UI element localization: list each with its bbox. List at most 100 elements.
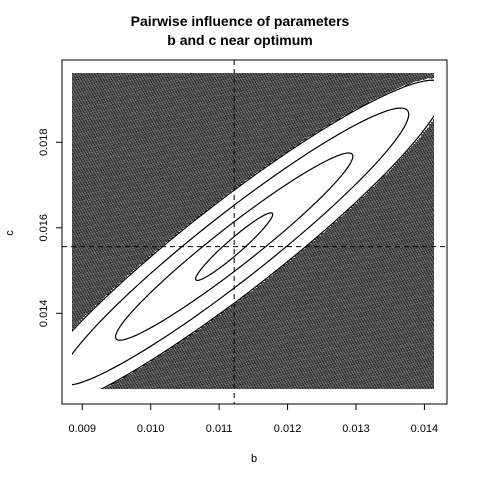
contour-line-36: [72, 73, 154, 111]
contour-line-246: [242, 208, 434, 298]
contour-line-82: [72, 73, 280, 170]
contour-line-380: [410, 378, 434, 389]
contour-line-248: [234, 211, 434, 304]
contour-line-161: [72, 200, 220, 270]
contour-line-212: [358, 165, 434, 201]
contour-line-35: [72, 73, 152, 110]
contour-line-252: [214, 216, 434, 319]
contour-line-352: [333, 342, 434, 389]
contour-line-219: [338, 174, 434, 219]
contour-line-195: [72, 143, 434, 313]
contour-line-181: [72, 126, 434, 295]
contour-line-382: [415, 380, 434, 389]
contour-line-119: [72, 73, 382, 216]
contour-line-301: [194, 278, 434, 389]
contour-line-306: [207, 284, 434, 389]
contour-line-247: [238, 209, 434, 301]
contour-line-390: [429, 389, 439, 394]
contour-line-111: [72, 73, 360, 206]
contour-line-138: [72, 73, 434, 240]
contour-line-322: [251, 304, 434, 389]
contour-line-253: [210, 217, 434, 322]
contour-line-260: [170, 226, 434, 349]
contour-line-259: [176, 224, 434, 345]
contour-line-358: [350, 350, 434, 389]
contour-line-32: [72, 73, 144, 106]
contour-line-317: [237, 298, 434, 389]
contour-line-199: [72, 148, 434, 318]
contour-line-320: [246, 302, 434, 389]
contour-line-376: [399, 373, 434, 389]
contour-line-105: [72, 73, 343, 199]
contour-line-218: [342, 173, 434, 216]
contour-line-256: [194, 221, 434, 333]
contour-line-327: [265, 311, 434, 389]
contour-line-378: [404, 375, 434, 389]
contour-line-33: [72, 73, 146, 108]
contour-line-349: [325, 338, 434, 389]
contour-line-141: [72, 75, 434, 244]
contour-line-115: [72, 73, 371, 211]
contour-line-85: [72, 73, 289, 173]
contour-line-24: [72, 73, 122, 96]
contour-line-152: [72, 169, 262, 258]
contour-line-203: [72, 154, 434, 323]
contour-line-102: [72, 73, 335, 195]
contour-line-345: [314, 333, 434, 389]
contour-line-117: [72, 73, 376, 214]
contour-line-77: [72, 73, 267, 163]
contour-line-11: [72, 73, 86, 80]
y-tick-label: 0.014: [38, 300, 50, 328]
contour-line-65: [72, 73, 234, 148]
contour-line-131: [72, 73, 414, 232]
contour-line-357: [347, 348, 434, 389]
contour-line-116: [72, 73, 374, 213]
contour-line-113: [72, 73, 365, 209]
contour-line-250: [224, 213, 434, 311]
contour-line-214: [352, 167, 434, 207]
contour-line-258: [182, 223, 434, 341]
contour-line-346: [317, 335, 434, 389]
x-axis: 0.009 0.010 0.011 0.012 0.013 0.014: [68, 403, 438, 435]
contour-line-64: [72, 73, 231, 147]
contour-line-374: [393, 370, 434, 389]
contour-line-296: [180, 271, 434, 389]
contour-line-66: [72, 73, 237, 149]
contour-line-28: [72, 73, 133, 101]
contour-line-262: [156, 228, 434, 358]
contour-ellipse-2: [114, 152, 354, 341]
contour-line-2: [67, 69, 69, 70]
contour-line-325: [259, 308, 434, 389]
contour-line-210: [364, 162, 434, 196]
contour-line-332: [278, 317, 434, 389]
contour-line-40: [72, 73, 165, 116]
contour-ellipse-1: [195, 212, 274, 281]
contour-line-300: [191, 276, 434, 389]
contour-line-121: [72, 73, 387, 219]
contour-line-20: [72, 73, 111, 91]
contour-line-284: [147, 256, 434, 389]
contour-line-356: [344, 347, 434, 389]
contour-line-47: [72, 73, 185, 125]
contour-line-343: [309, 331, 434, 389]
contour-line-329: [270, 313, 434, 389]
contour-line-309: [216, 288, 434, 389]
contour-line-22: [72, 73, 116, 94]
contour-line-41: [72, 73, 168, 118]
contour-line-270: [109, 238, 434, 389]
contour-line-278: [131, 248, 434, 389]
contour-line-319: [243, 300, 434, 389]
contour-line-338: [295, 324, 434, 389]
contour-line-371: [385, 366, 434, 389]
contour-line-340: [300, 327, 434, 389]
contour-line-326: [262, 309, 434, 389]
contour-line-3: [67, 68, 73, 71]
contour-line-384: [421, 383, 434, 389]
contour-line-393: [437, 393, 439, 394]
contour-line-355: [341, 346, 434, 389]
contour-line-68: [72, 73, 242, 152]
contour-line-208: [72, 160, 434, 329]
contour-line-224: [324, 180, 434, 232]
contour-line-366: [372, 360, 434, 389]
